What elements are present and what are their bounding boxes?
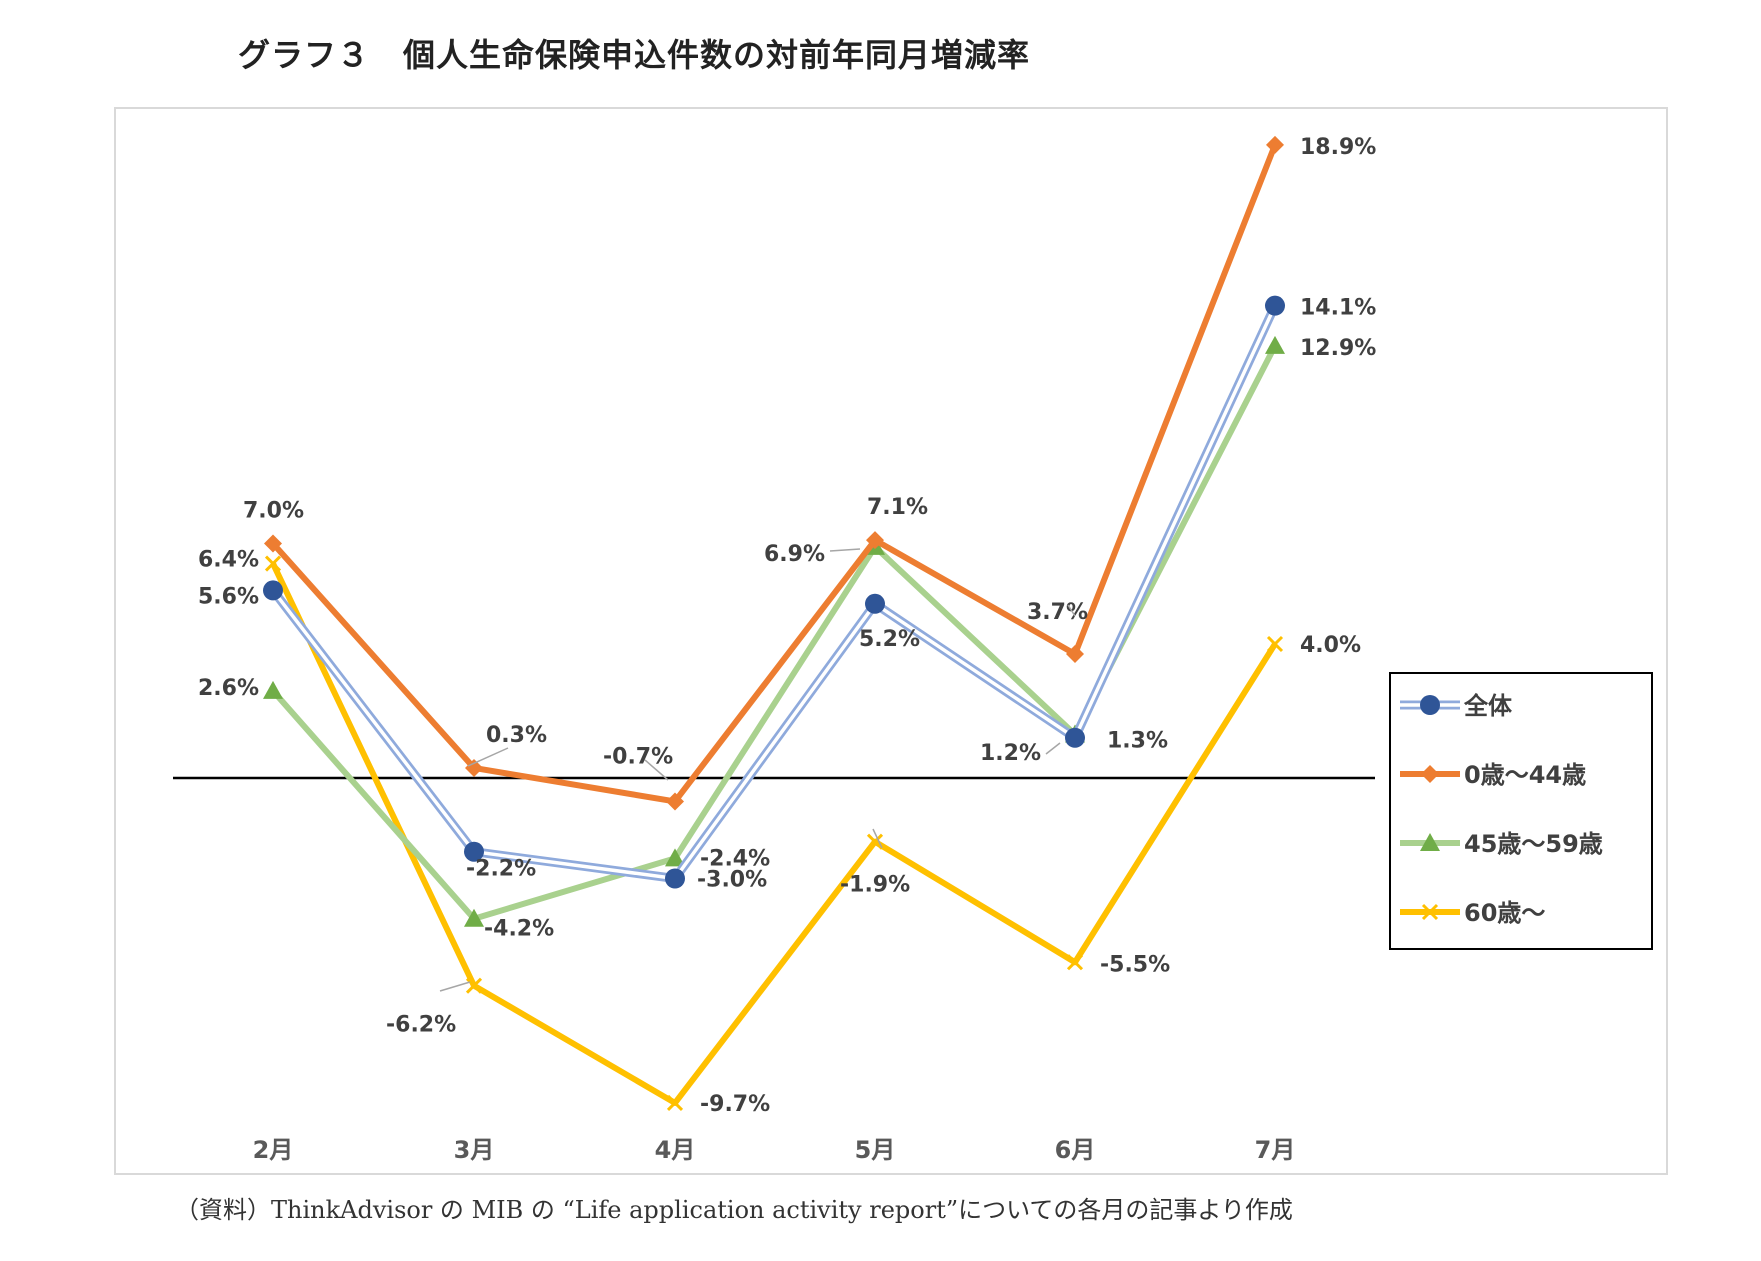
point-0-1 (464, 841, 484, 862)
point-1-3 (866, 531, 884, 550)
data-label-2-1: -4.2% (484, 917, 554, 942)
point-0-4 (1065, 727, 1085, 748)
point-3-0 (264, 555, 282, 572)
data-label-1-5: 18.9% (1300, 135, 1376, 160)
data-label-0-5: 14.1% (1300, 296, 1376, 321)
data-label-1-3: 7.1% (867, 495, 928, 520)
data-label-0-3: 5.2% (859, 627, 920, 652)
series-line-3 (270, 562, 1278, 1106)
legend-marker-3 (1421, 903, 1439, 921)
x-tick-1: 3月 (454, 1136, 495, 1164)
x-tick-3: 5月 (855, 1136, 896, 1164)
legend-marker-1 (1421, 765, 1439, 783)
series-line-1 (270, 143, 1278, 805)
point-0-5 (1265, 295, 1285, 316)
leader-line-4 (644, 759, 669, 781)
data-label-2-0: 2.6% (198, 676, 259, 701)
legend-label-2: 45歳～59歳 (1464, 830, 1603, 858)
data-label-0-1: -2.2% (466, 857, 536, 882)
x-tick-4: 6月 (1055, 1136, 1096, 1164)
series-1 (264, 135, 1284, 811)
leader-line-6 (1067, 604, 1076, 617)
legend-item-3: 60歳～ (1400, 899, 1545, 927)
data-label-1-4: 3.7% (1027, 600, 1088, 625)
legend-marker-0 (1420, 695, 1440, 715)
data-label-0-0: 5.6% (198, 584, 259, 609)
point-3-5 (1266, 635, 1284, 653)
data-label-3-1: -6.2% (386, 1013, 456, 1038)
x-tick-0: 2月 (253, 1136, 294, 1164)
point-3-3 (866, 833, 884, 850)
series-0 (263, 295, 1285, 889)
point-2-5 (1265, 335, 1285, 354)
point-1-2 (666, 792, 684, 811)
data-label-2-5: 12.9% (1300, 336, 1376, 361)
point-0-0 (263, 580, 283, 601)
chart-title: グラフ３ 個人生命保険申込件数の対前年同月増減率 (238, 36, 1031, 74)
leader-line-1 (1045, 742, 1061, 755)
leader-line-0 (829, 548, 861, 552)
point-1-4 (1066, 645, 1084, 664)
legend-box (1389, 672, 1653, 950)
legend-label-0: 全体 (1463, 692, 1513, 720)
point-2-1 (464, 908, 484, 927)
leader-line-5 (872, 828, 883, 849)
data-label-2-4: 1.3% (1107, 728, 1168, 753)
data-label-3-2: -9.7% (700, 1092, 770, 1117)
x-tick-5: 7月 (1255, 1136, 1296, 1164)
legend-item-1: 0歳～44歳 (1400, 761, 1586, 789)
point-3-1 (465, 977, 483, 994)
point-0-3 (865, 593, 885, 614)
x-tick-2: 4月 (655, 1136, 696, 1164)
data-label-0-4: 1.2% (980, 741, 1041, 766)
data-label-0-2: -3.0% (697, 868, 767, 893)
point-0-2 (665, 868, 685, 889)
data-label-3-5: 4.0% (1300, 633, 1361, 658)
point-3-2 (666, 1094, 684, 1112)
point-1-1 (465, 758, 483, 777)
legend-label-3: 60歳～ (1464, 899, 1545, 927)
legend-marker-2 (1420, 833, 1440, 851)
plot-area-frame (114, 107, 1668, 1175)
data-label-3-4: -5.5% (1100, 952, 1170, 977)
series-3 (264, 555, 1284, 1112)
point-1-5 (1266, 135, 1284, 154)
legend-item-0: 全体 (1400, 692, 1513, 720)
data-label-3-0: 6.4% (198, 548, 259, 573)
data-label-3-3: -1.9% (840, 873, 910, 898)
data-label-2-2: -2.4% (700, 846, 770, 871)
source-note: （資料）ThinkAdvisor の MIB の “Life applicati… (175, 1196, 1293, 1224)
legend-item-2: 45歳～59歳 (1400, 830, 1603, 858)
leader-line-2 (467, 747, 509, 767)
point-2-2 (665, 848, 685, 867)
point-2-0 (263, 680, 283, 699)
series-line-inner-0 (271, 304, 1277, 881)
legend-label-1: 0歳～44歳 (1464, 761, 1586, 789)
data-label-1-0: 7.0% (243, 499, 304, 524)
data-label-1-1: 0.3% (486, 723, 547, 748)
leader-line-3 (439, 981, 471, 992)
data-label-1-2: -0.7% (603, 744, 673, 769)
point-3-4 (1066, 954, 1084, 971)
point-1-0 (264, 534, 282, 553)
data-label-2-3: 6.9% (764, 542, 825, 567)
